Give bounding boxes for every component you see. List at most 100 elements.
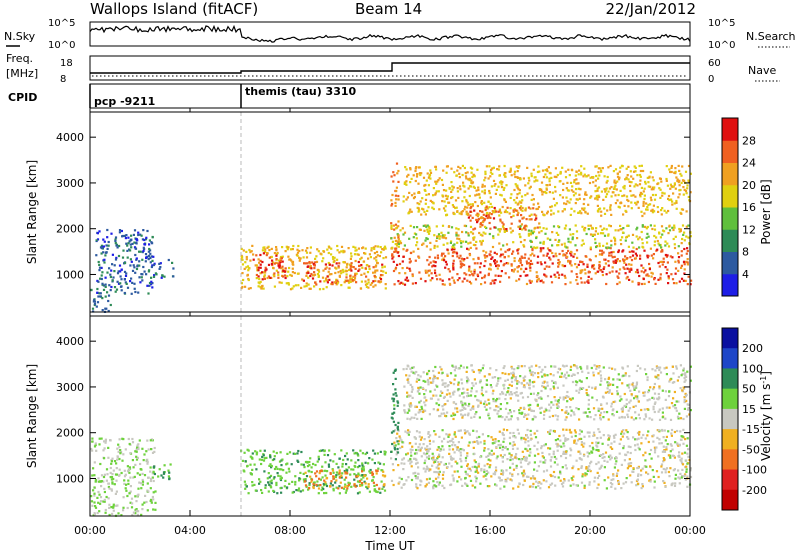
chart-cell bbox=[316, 273, 320, 276]
chart-cell bbox=[573, 181, 576, 184]
chart-cell bbox=[323, 479, 326, 482]
chart-cell bbox=[642, 169, 645, 173]
chart-cell bbox=[603, 175, 606, 178]
chart-cell bbox=[307, 270, 310, 273]
chart-cell bbox=[382, 257, 385, 260]
chart-cell bbox=[134, 290, 137, 294]
chart-cell bbox=[592, 233, 595, 236]
chart-cell bbox=[354, 249, 357, 252]
chart-cell bbox=[559, 170, 562, 174]
chart-cell bbox=[289, 273, 292, 277]
chart-cell bbox=[619, 238, 622, 242]
chart-cell bbox=[172, 267, 175, 270]
chart-cell bbox=[433, 246, 436, 249]
chart-cell bbox=[453, 171, 456, 174]
chart-cell bbox=[496, 267, 499, 270]
chart-cell bbox=[246, 464, 249, 467]
chart-cell bbox=[631, 470, 634, 473]
chart-cell bbox=[384, 451, 387, 454]
chart-cell bbox=[281, 255, 284, 258]
chart-cell bbox=[506, 477, 509, 480]
chart-cell bbox=[397, 194, 400, 198]
chart-cell bbox=[425, 468, 428, 471]
chart-cell bbox=[407, 433, 410, 436]
chart-cell bbox=[103, 440, 106, 443]
chart-cell bbox=[573, 210, 576, 213]
chart-cell bbox=[673, 182, 676, 185]
chart-cell bbox=[419, 200, 422, 203]
chart-cell bbox=[331, 468, 334, 471]
chart-cell bbox=[371, 471, 374, 474]
chart-cell bbox=[491, 279, 494, 282]
chart-cell bbox=[510, 479, 513, 482]
chart-cell bbox=[634, 271, 638, 274]
chart-cell bbox=[603, 212, 607, 215]
chart-cell bbox=[566, 181, 569, 184]
chart-cell bbox=[576, 198, 579, 201]
chart-cell bbox=[470, 282, 473, 285]
chart-cell bbox=[665, 165, 668, 168]
chart-cell bbox=[275, 253, 278, 256]
chart-cell bbox=[611, 409, 614, 412]
chart-cell bbox=[553, 175, 556, 178]
chart-cell bbox=[316, 460, 319, 463]
chart-cell bbox=[505, 415, 508, 419]
chart-cell bbox=[513, 443, 516, 446]
chart-cell bbox=[562, 428, 565, 431]
chart-cell bbox=[513, 173, 516, 176]
chart-cell bbox=[564, 437, 567, 441]
chart-cell bbox=[453, 248, 456, 251]
chart-cell bbox=[448, 445, 451, 448]
chart-cell bbox=[654, 193, 657, 197]
chart-cell bbox=[152, 498, 155, 501]
chart-cell bbox=[593, 233, 596, 236]
chart-cell bbox=[354, 465, 357, 468]
chart-cell bbox=[676, 179, 679, 183]
chart-cell bbox=[135, 241, 138, 244]
chart-cell bbox=[525, 282, 529, 286]
chart-cell bbox=[287, 246, 290, 249]
chart-cell bbox=[286, 248, 289, 251]
chart-cell bbox=[555, 202, 558, 205]
chart-cell bbox=[436, 254, 439, 257]
chart-cell bbox=[281, 246, 284, 249]
chart-cell bbox=[540, 447, 543, 450]
chart-cell bbox=[683, 239, 686, 242]
chart-cell bbox=[481, 239, 484, 242]
chart-cell bbox=[672, 228, 675, 232]
chart-cell bbox=[634, 166, 637, 169]
chart-cell bbox=[549, 205, 552, 209]
chart-cell bbox=[480, 389, 483, 392]
chart-cell bbox=[682, 279, 685, 282]
chart-cell bbox=[574, 244, 577, 247]
chart-cell bbox=[594, 241, 597, 244]
chart-cell bbox=[94, 506, 98, 509]
chart-cell bbox=[670, 198, 673, 201]
chart-cell bbox=[588, 181, 592, 185]
chart-cell bbox=[531, 232, 534, 235]
chart-cell bbox=[596, 209, 600, 212]
chart-cell bbox=[100, 474, 104, 477]
chart-cell bbox=[510, 415, 513, 418]
chart-cell bbox=[464, 224, 468, 228]
chart-cell bbox=[469, 469, 472, 472]
chart-cell bbox=[520, 465, 523, 468]
chart-cell bbox=[370, 282, 374, 285]
chart-cell bbox=[527, 413, 530, 416]
chart-cell bbox=[436, 257, 440, 260]
chart-cell bbox=[353, 452, 356, 455]
chart-cell bbox=[494, 438, 497, 441]
chart-cell bbox=[557, 225, 560, 228]
chart-cell bbox=[570, 435, 573, 438]
chart-cell bbox=[659, 273, 662, 276]
chart-cell bbox=[413, 192, 416, 195]
chart-cell bbox=[470, 179, 473, 182]
chart-cell bbox=[494, 262, 497, 265]
chart-cell bbox=[595, 245, 598, 249]
chart-cell bbox=[118, 457, 121, 461]
chart-cell bbox=[159, 266, 162, 269]
chart-cell bbox=[472, 384, 475, 387]
chart-cell bbox=[660, 246, 663, 249]
chart-cell bbox=[452, 401, 456, 404]
chart-cell bbox=[622, 259, 625, 262]
